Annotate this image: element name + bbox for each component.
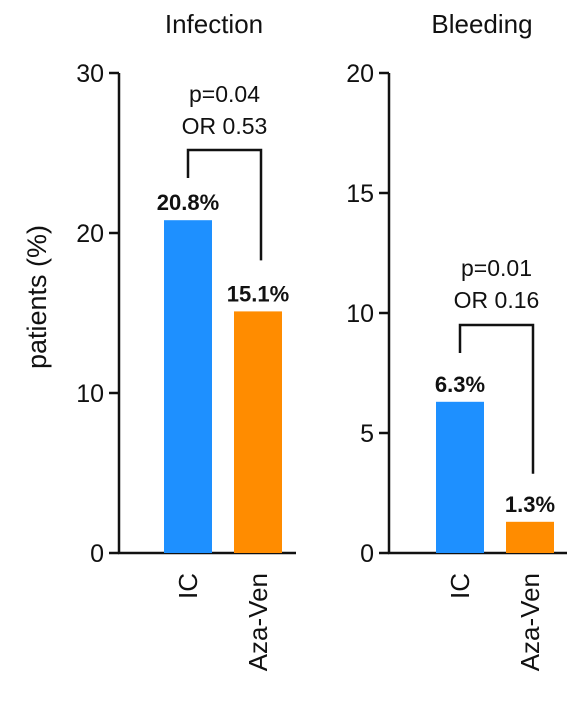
data-label: 6.3% — [435, 372, 485, 397]
bar-aza-ven — [506, 521, 554, 553]
panel-title: Bleeding — [431, 9, 532, 39]
bar-ic — [436, 401, 484, 553]
panel-title: Infection — [165, 9, 263, 39]
shared-y-axis-label: patients (%) — [22, 225, 52, 369]
odds-ratio-label: OR 0.16 — [454, 287, 540, 313]
bleeding-panel: Bleeding 0 5 10 15 20 6.3% IC 1.3% Aza-Ven p=0.01 O… — [346, 9, 567, 671]
data-label: 1.3% — [505, 492, 555, 517]
data-label: 15.1% — [227, 281, 289, 306]
x-category-label: Aza-Ven — [515, 573, 545, 671]
data-label: 20.8% — [157, 190, 219, 215]
y-tick-label: 20 — [76, 220, 104, 248]
y-tick-label: 0 — [90, 540, 104, 568]
p-value-label: p=0.01 — [461, 255, 532, 281]
y-tick-label: 0 — [360, 540, 374, 568]
y-tick-label: 15 — [346, 180, 374, 208]
significance-bracket — [458, 323, 535, 474]
p-value-label: p=0.04 — [189, 81, 260, 107]
bar-ic — [164, 220, 212, 553]
x-category-label: IC — [173, 573, 203, 599]
y-tick-label: 10 — [76, 380, 104, 408]
x-category-label: IC — [445, 573, 475, 599]
y-tick-label: 30 — [76, 60, 104, 88]
significance-bracket — [186, 148, 263, 261]
y-tick-label: 5 — [360, 420, 374, 448]
odds-ratio-label: OR 0.53 — [182, 113, 268, 139]
x-category-label: Aza-Ven — [243, 573, 273, 671]
y-tick-label: 10 — [346, 300, 374, 328]
y-tick-label: 20 — [346, 60, 374, 88]
bar-aza-ven — [234, 311, 282, 553]
infection-panel: Infection 0 10 20 30 20.8% IC 15.1% Aza-Ven p=0.0… — [76, 9, 296, 671]
